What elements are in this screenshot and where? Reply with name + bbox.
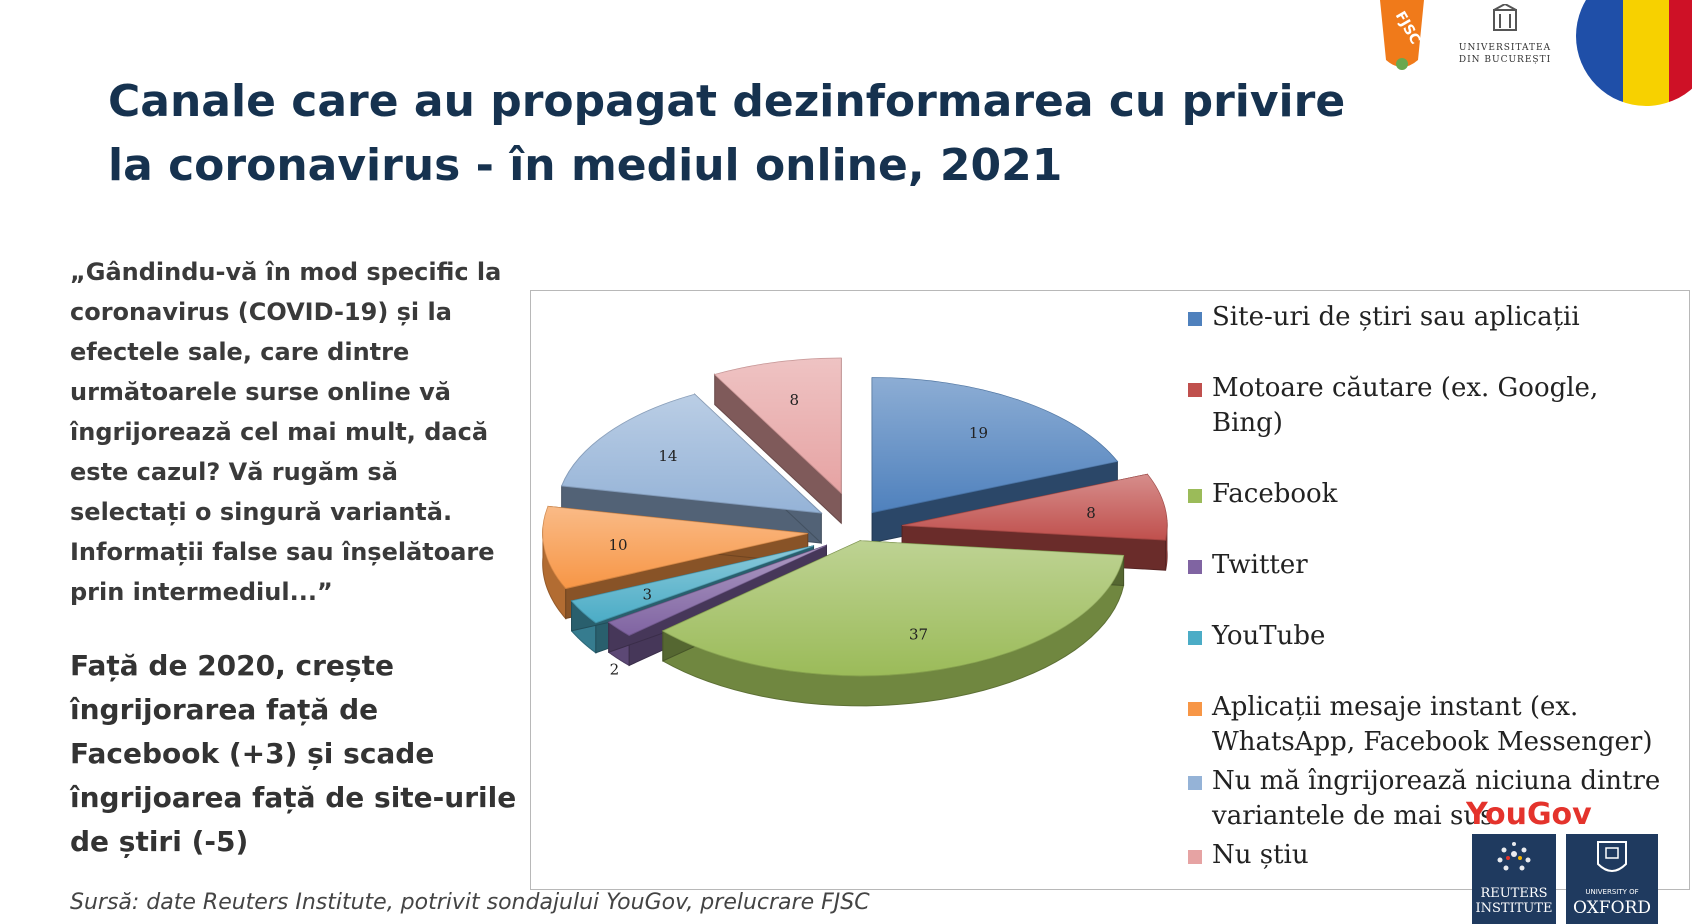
pie-data-label: 37: [909, 625, 928, 643]
pie-data-label: 8: [1086, 504, 1096, 522]
reuters-logo-text: REUTERS INSTITUTE: [1475, 886, 1553, 916]
reuters-institute-logo: REUTERS INSTITUTE: [1472, 834, 1556, 924]
crest-icon: [1493, 2, 1517, 31]
oxford-logo-text: OXFORD: [1573, 898, 1651, 918]
legend-swatch: [1188, 312, 1202, 326]
legend-label: Nu mă îngrijorează niciuna dintre varian…: [1212, 766, 1661, 831]
unibuc-logo: UNIVERSITATEA DIN BUCUREȘTI: [1450, 2, 1560, 70]
legend-item: Motoare căutare (ex. Google, Bing): [1188, 371, 1668, 441]
legend-label: Facebook: [1212, 479, 1338, 509]
legend-label: Nu știu: [1212, 840, 1309, 870]
chart-legend: Site-uri de știri sau aplicații Motoare c…: [1188, 300, 1668, 873]
pie-data-label: 2: [610, 661, 620, 679]
legend-swatch: [1188, 776, 1202, 790]
pie-slice: 37: [661, 540, 1125, 707]
pie-slice: 8: [713, 357, 842, 525]
legend-label: YouTube: [1212, 621, 1326, 651]
fjsc-logo: FJSC: [1380, 0, 1424, 70]
legend-swatch: [1188, 850, 1202, 864]
legend-swatch: [1188, 560, 1202, 574]
legend-item: Facebook: [1188, 477, 1668, 512]
legend-swatch: [1188, 383, 1202, 397]
pie-data-label: 8: [789, 391, 799, 409]
pie-slice: 14: [560, 393, 823, 545]
source-note: Sursă: date Reuters Institute, potrivit …: [70, 890, 870, 915]
comparison-note: Față de 2020, crește îngrijorarea față d…: [70, 649, 517, 858]
yougov-logo: YouGov: [1466, 797, 1592, 832]
legend-label: Site-uri de știri sau aplicații: [1212, 302, 1580, 332]
pie-data-label: 19: [969, 424, 988, 442]
legend-swatch: [1188, 631, 1202, 645]
pie-slice: 8: [901, 473, 1168, 571]
legend-item: Nu știu: [1188, 838, 1668, 873]
page-title: Canale care au propagat dezinformarea cu…: [108, 76, 1346, 191]
pie-data-label: 10: [608, 536, 627, 554]
legend-label: Aplicații mesaje instant (ex. WhatsApp, …: [1212, 692, 1653, 757]
pie-data-label: 3: [643, 586, 653, 604]
legend-item: YouTube: [1188, 619, 1668, 654]
legend-label: Motoare căutare (ex. Google, Bing): [1212, 373, 1599, 438]
oxford-small-text: UNIVERSITY OF: [1585, 888, 1639, 896]
romania-flag-icon: [1576, 0, 1692, 106]
legend-swatch: [1188, 702, 1202, 716]
legend-item: Nu mă îngrijorează niciuna dintre varian…: [1188, 764, 1668, 834]
yougov-logo-text: YouGov: [1466, 797, 1592, 832]
survey-question: „Gândindu-vă în mod specific la coronavi…: [70, 258, 502, 606]
legend-item: Aplicații mesaje instant (ex. WhatsApp, …: [1188, 690, 1668, 760]
unibuc-logo-text: UNIVERSITATEA DIN BUCUREȘTI: [1458, 43, 1552, 65]
legend-item: Site-uri de știri sau aplicații: [1188, 300, 1668, 335]
pie-data-label: 14: [658, 447, 677, 465]
legend-swatch: [1188, 489, 1202, 503]
legend-label: Twitter: [1212, 550, 1308, 580]
legend-item: Twitter: [1188, 548, 1668, 583]
oxford-logo: UNIVERSITY OF OXFORD: [1566, 834, 1658, 924]
